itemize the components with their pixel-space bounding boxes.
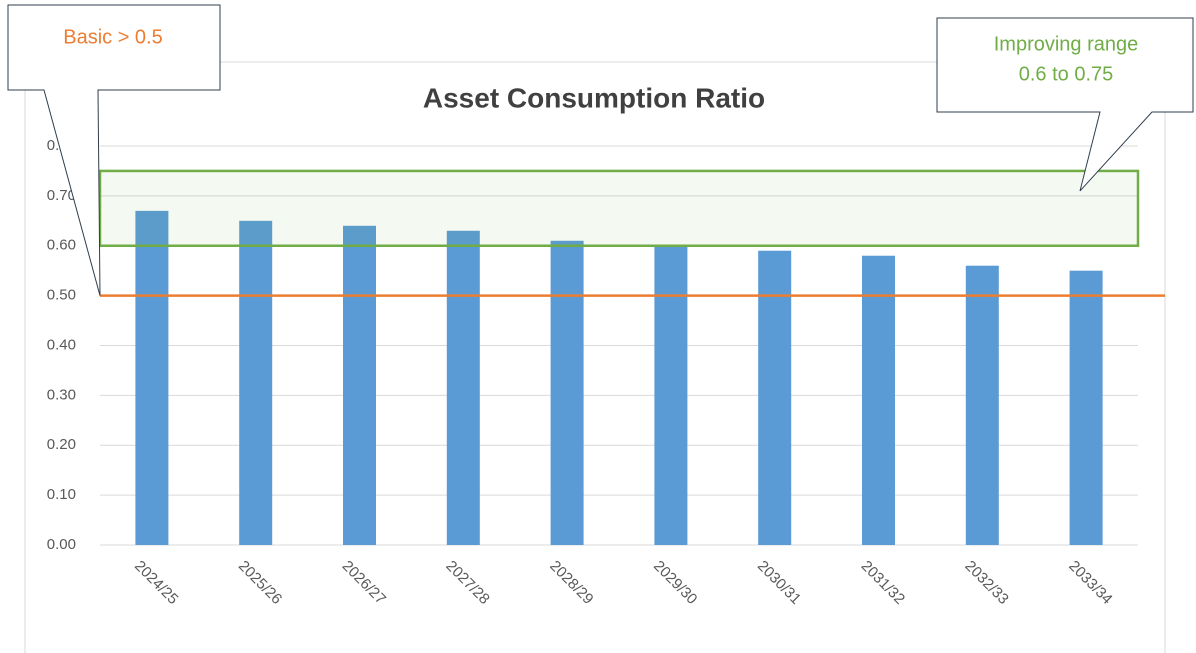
bar xyxy=(343,225,376,546)
bar xyxy=(1069,270,1103,545)
y-tick-label: 0.70 xyxy=(47,187,76,204)
improving-range xyxy=(98,169,1140,247)
improving-callout xyxy=(936,17,1194,192)
y-tick-label: 0.00 xyxy=(47,536,76,553)
bar xyxy=(239,220,273,545)
bar xyxy=(758,250,792,546)
bar xyxy=(550,240,584,545)
bar xyxy=(965,265,999,545)
bar xyxy=(654,245,688,545)
y-tick-label: 0.20 xyxy=(47,436,76,453)
y-tick-label: 0.10 xyxy=(47,486,76,503)
chart-title: Asset Consumption Ratio xyxy=(423,82,765,113)
improving-label: 0.6 to 0.75 xyxy=(1019,63,1114,85)
improving-label: Improving range xyxy=(994,33,1139,55)
bar xyxy=(446,230,480,545)
y-tick-label: 0.50 xyxy=(47,287,76,304)
y-tick-label: 0.30 xyxy=(47,386,76,403)
y-tick-label: 0.40 xyxy=(47,336,76,353)
bar xyxy=(862,255,895,545)
basic-callout xyxy=(7,4,221,296)
basic-label: Basic > 0.5 xyxy=(63,26,163,48)
bar xyxy=(135,210,169,545)
y-tick-label: 0.60 xyxy=(47,237,76,254)
